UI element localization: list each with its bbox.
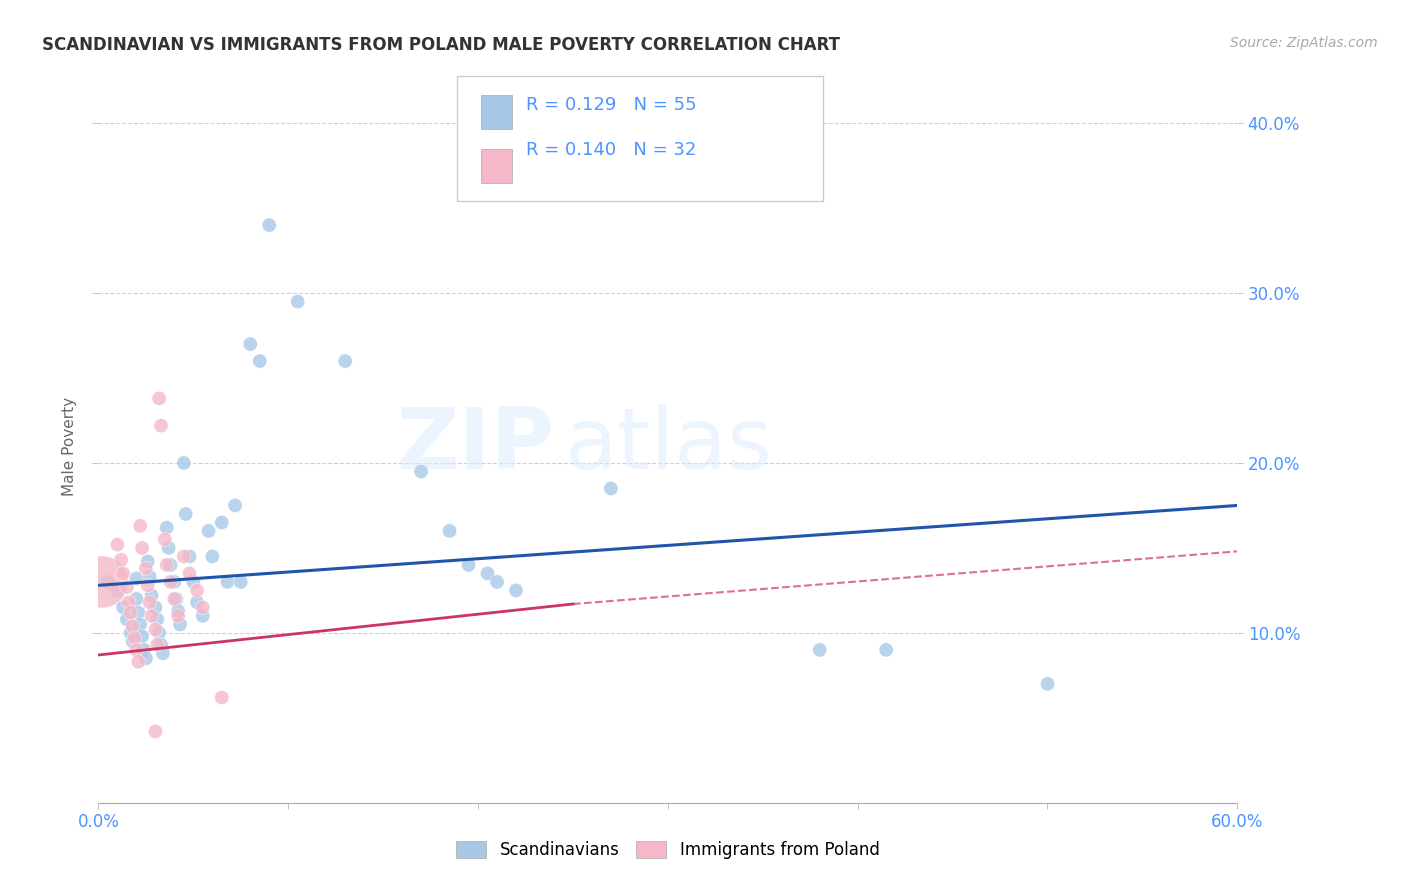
Point	[148, 626, 170, 640]
Point	[505, 583, 527, 598]
Point	[145, 623, 167, 637]
Point	[150, 418, 173, 433]
Point	[97, 574, 120, 589]
Point	[146, 612, 169, 626]
Point	[152, 646, 174, 660]
Point	[120, 606, 142, 620]
Legend: Scandinavians, Immigrants from Poland: Scandinavians, Immigrants from Poland	[450, 834, 886, 866]
Point	[135, 651, 157, 665]
Point	[163, 574, 186, 589]
Point	[211, 690, 233, 705]
Point	[150, 638, 173, 652]
Point	[107, 583, 129, 598]
Point	[136, 578, 159, 592]
Point	[138, 595, 160, 609]
Point	[477, 566, 499, 581]
Point	[159, 558, 181, 572]
Point	[141, 589, 163, 603]
Point	[125, 572, 148, 586]
Text: ZIP: ZIP	[396, 404, 554, 488]
Point	[115, 580, 138, 594]
Point	[153, 533, 176, 547]
Point	[138, 570, 160, 584]
Point	[486, 574, 509, 589]
Point	[174, 507, 197, 521]
Point	[146, 638, 169, 652]
Text: R = 0.140   N = 32: R = 0.140 N = 32	[526, 141, 696, 159]
Point	[179, 549, 201, 564]
Point	[169, 617, 191, 632]
Point	[118, 595, 141, 609]
Point	[135, 561, 157, 575]
Point	[156, 520, 179, 534]
Point	[183, 574, 205, 589]
Point	[229, 574, 252, 589]
Point	[239, 337, 262, 351]
Point	[121, 619, 143, 633]
Point	[127, 655, 149, 669]
Point	[167, 604, 190, 618]
Point	[875, 643, 897, 657]
Point	[173, 549, 195, 564]
Point	[112, 600, 135, 615]
Point	[165, 591, 187, 606]
Point	[217, 574, 239, 589]
Point	[124, 631, 146, 645]
Point	[157, 541, 180, 555]
Point	[186, 583, 208, 598]
Point	[600, 482, 623, 496]
Point	[131, 541, 153, 555]
Point	[136, 555, 159, 569]
Point	[121, 634, 143, 648]
Point	[287, 294, 309, 309]
Text: R = 0.129   N = 55: R = 0.129 N = 55	[526, 96, 696, 114]
Point	[115, 612, 138, 626]
Point	[145, 724, 167, 739]
Point	[145, 600, 167, 615]
Point	[173, 456, 195, 470]
Point	[808, 643, 831, 657]
Point	[335, 354, 357, 368]
Point	[191, 608, 214, 623]
Point	[91, 574, 114, 589]
Point	[120, 626, 142, 640]
Point	[411, 465, 433, 479]
Point	[110, 553, 132, 567]
Point	[141, 608, 163, 623]
Point	[1036, 677, 1059, 691]
Point	[211, 516, 233, 530]
Point	[201, 549, 224, 564]
Point	[125, 591, 148, 606]
Point	[163, 591, 186, 606]
Point	[186, 595, 208, 609]
Text: Source: ZipAtlas.com: Source: ZipAtlas.com	[1230, 36, 1378, 50]
Point	[197, 524, 219, 538]
Point	[131, 629, 153, 643]
Point	[191, 600, 214, 615]
Point	[457, 558, 479, 572]
Point	[112, 566, 135, 581]
Text: atlas: atlas	[565, 404, 773, 488]
Point	[132, 643, 155, 657]
Point	[148, 392, 170, 406]
Point	[125, 643, 148, 657]
Point	[224, 499, 246, 513]
Point	[179, 566, 201, 581]
Point	[129, 617, 152, 632]
Point	[249, 354, 271, 368]
Point	[439, 524, 461, 538]
Point	[107, 537, 129, 551]
Point	[259, 218, 281, 232]
Point	[159, 574, 181, 589]
Point	[156, 558, 179, 572]
Point	[127, 606, 149, 620]
Y-axis label: Male Poverty: Male Poverty	[62, 396, 77, 496]
Point	[129, 519, 152, 533]
Text: SCANDINAVIAN VS IMMIGRANTS FROM POLAND MALE POVERTY CORRELATION CHART: SCANDINAVIAN VS IMMIGRANTS FROM POLAND M…	[42, 36, 841, 54]
Point	[167, 608, 190, 623]
